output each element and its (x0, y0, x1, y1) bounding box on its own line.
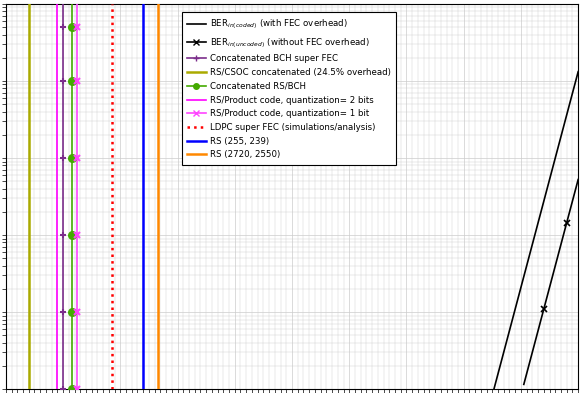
Legend: BER$_{in(coded)}$ (with FEC overhead), BER$_{in(uncoded)}$ (without FEC overhead: BER$_{in(coded)}$ (with FEC overhead), B… (182, 12, 397, 165)
